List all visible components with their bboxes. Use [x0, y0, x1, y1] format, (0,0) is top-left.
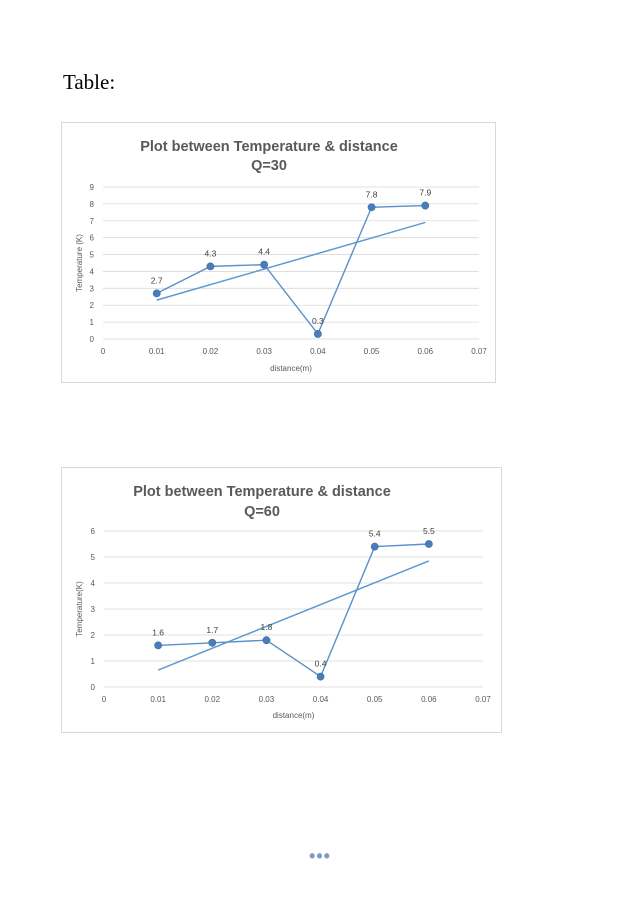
chart1-ytick-label: 3	[90, 284, 95, 293]
chart2-ytick-label: 0	[91, 683, 96, 692]
chart2-data-point	[208, 638, 217, 647]
chart1-title: Plot between Temperature & distance	[140, 139, 398, 155]
chart1-data-point	[367, 203, 376, 212]
chart1-data-point	[260, 260, 269, 269]
chart2-xtick-label: 0.06	[421, 695, 437, 704]
chart1-data-point	[152, 289, 161, 298]
chart1-data-label: 7.8	[366, 189, 378, 199]
chart1-xtick-label: 0.04	[310, 347, 326, 356]
chart2-xtick-label: 0.04	[313, 695, 329, 704]
chart2-data-point	[262, 636, 271, 645]
chart2-xtick-label: 0	[102, 695, 107, 704]
chart-q60-svg: Plot between Temperature & distance Q=60 0…	[75, 484, 491, 720]
chart2-data-point	[154, 641, 163, 650]
chart1-data-label: 2.7	[151, 275, 163, 285]
chart2-trendline	[157, 560, 430, 671]
chart1-trendline	[156, 221, 426, 301]
page-ellipsis[interactable]: •••	[309, 846, 331, 866]
chart1-data-label: 4.3	[205, 248, 217, 258]
chart1-ytick-label: 4	[90, 267, 95, 276]
chart1-ytick-label: 1	[90, 318, 95, 327]
chart1-ytick-label: 2	[90, 301, 95, 310]
chart2-data-label: 5.4	[369, 529, 381, 539]
chart1-ytick-label: 0	[90, 335, 95, 344]
chart2-data-label: 0.4	[315, 659, 327, 669]
chart1-ytick-label: 6	[90, 234, 95, 243]
chart1-subtitle: Q=30	[251, 158, 287, 174]
chart2-data-label: 1.8	[261, 622, 273, 632]
chart-q60: Plot between Temperature & distance Q=60 0…	[61, 467, 502, 733]
chart2-data-point	[316, 672, 325, 681]
chart2-data-point	[424, 540, 433, 548]
chart1-data-point	[206, 262, 215, 271]
chart1-data-label: 4.4	[258, 247, 270, 257]
chart2-ytick-label: 3	[91, 605, 96, 614]
chart1-data-point	[313, 330, 322, 338]
chart1-xtick-label: 0.01	[149, 347, 165, 356]
chart1-data-label: 7.9	[419, 188, 431, 198]
chart2-ytick-label: 4	[91, 579, 96, 588]
chart1-ytick-label: 8	[90, 200, 95, 209]
chart2-xtick-label: 0.01	[150, 695, 166, 704]
chart1-xtick-label: 0.07	[471, 347, 487, 356]
chart2-ytick-label: 6	[91, 527, 96, 536]
chart1-ylabel: Temperature (K)	[75, 234, 84, 292]
document-heading: Table:	[63, 70, 116, 94]
chart1-ytick-label: 5	[90, 251, 95, 260]
chart1-xtick-label: 0.05	[364, 347, 380, 356]
chart-q30: Plot between Temperature & distance Q=30 0…	[61, 122, 496, 383]
chart2-xtick-label: 0.05	[367, 695, 383, 704]
chart2-data-label: 1.6	[152, 627, 164, 637]
chart1-series-line	[156, 204, 426, 336]
chart2-xtick-label: 0.03	[259, 695, 275, 704]
chart2-data-label: 5.5	[423, 526, 435, 536]
chart2-xtick-label: 0.07	[475, 695, 491, 704]
chart1-ytick-label: 7	[90, 217, 95, 226]
chart-q30-svg: Plot between Temperature & distance Q=30 0…	[75, 139, 487, 373]
chart1-ytick-label: 9	[90, 183, 95, 192]
chart2-ytick-label: 1	[91, 657, 96, 666]
chart2-xtick-label: 0.02	[204, 695, 220, 704]
chart2-ytick-label: 5	[91, 553, 96, 562]
chart1-data-point	[421, 201, 430, 210]
chart2-data-point	[370, 542, 379, 551]
chart2-title: Plot between Temperature & distance	[133, 484, 391, 500]
chart1-xtick-label: 0	[101, 347, 106, 356]
chart1-xlabel: distance(m)	[270, 364, 312, 373]
chart1-xtick-label: 0.03	[256, 347, 272, 356]
chart2-ytick-label: 2	[91, 631, 96, 640]
chart1-xtick-label: 0.02	[203, 347, 219, 356]
chart2-xlabel: distance(m)	[273, 711, 315, 720]
chart2-subtitle: Q=60	[244, 504, 280, 520]
chart2-data-label: 1.7	[206, 625, 218, 635]
chart1-xtick-label: 0.06	[417, 347, 433, 356]
chart2-ylabel: Temperature(K)	[75, 581, 84, 637]
chart2-series-line	[158, 543, 429, 678]
chart1-data-label: 0.3	[312, 316, 324, 326]
